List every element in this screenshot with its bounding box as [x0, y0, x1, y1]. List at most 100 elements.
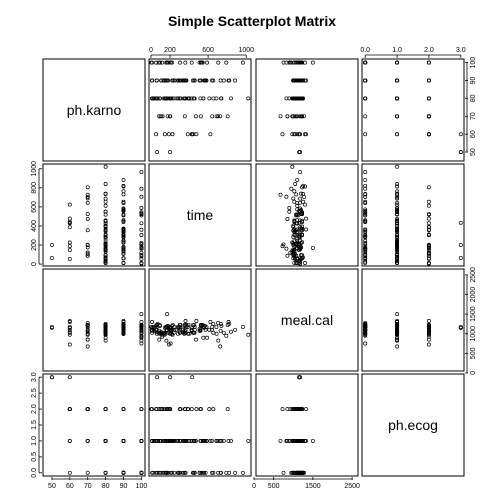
tick-label: 1500 — [470, 306, 477, 322]
data-point — [103, 239, 108, 244]
data-point — [229, 96, 233, 101]
data-point — [294, 213, 299, 218]
data-point — [294, 78, 299, 83]
data-point — [198, 438, 203, 443]
data-point — [224, 60, 229, 65]
tick-label: 50 — [470, 148, 477, 156]
panel-3-1 — [148, 373, 252, 477]
data-point — [85, 245, 90, 250]
data-point — [121, 218, 126, 223]
data-point — [395, 260, 400, 265]
data-point — [103, 228, 108, 233]
panel-1-0 — [42, 163, 146, 267]
data-point — [159, 78, 164, 83]
data-point — [198, 407, 203, 412]
data-point — [278, 192, 283, 197]
data-point — [192, 96, 197, 101]
data-point — [67, 375, 72, 380]
data-point — [150, 320, 154, 324]
data-point — [290, 240, 295, 245]
data-point — [181, 78, 186, 83]
data-point — [225, 322, 230, 327]
data-point — [225, 407, 230, 412]
data-point — [85, 217, 90, 221]
data-point — [426, 78, 431, 83]
data-point — [363, 255, 368, 260]
data-point — [295, 177, 300, 182]
tick-label: 100 — [136, 483, 148, 490]
tick-label: 200 — [164, 47, 176, 54]
data-point — [67, 240, 72, 245]
data-point — [159, 114, 164, 119]
data-point — [176, 331, 180, 336]
data-point — [176, 470, 181, 475]
data-point — [163, 78, 168, 83]
data-point — [395, 330, 400, 335]
data-point — [164, 338, 169, 343]
data-point — [363, 230, 368, 234]
data-point — [298, 218, 303, 223]
data-point — [139, 323, 144, 328]
data-point — [200, 438, 205, 443]
data-point — [103, 196, 108, 201]
data-point — [164, 327, 169, 332]
tick-label: 90 — [120, 483, 128, 490]
data-point — [395, 232, 400, 237]
data-point — [185, 324, 190, 329]
data-point — [151, 438, 156, 443]
data-point — [395, 210, 400, 215]
data-point — [156, 60, 161, 65]
data-point — [287, 96, 292, 101]
data-point — [182, 96, 187, 101]
data-point — [395, 229, 400, 234]
data-point — [458, 325, 463, 330]
tick-label: 2.5 — [31, 388, 38, 398]
data-point — [139, 327, 144, 332]
data-point — [168, 341, 173, 346]
tick-label: 1500 — [305, 483, 321, 490]
data-point — [202, 78, 207, 83]
data-point — [172, 470, 177, 475]
data-point — [294, 192, 299, 197]
data-point — [292, 229, 297, 234]
data-point — [395, 223, 400, 228]
data-point — [246, 96, 251, 101]
data-point — [103, 209, 108, 214]
data-point — [292, 78, 297, 83]
data-point — [293, 256, 298, 261]
data-point — [189, 132, 194, 137]
data-point — [67, 244, 72, 249]
data-point — [302, 114, 307, 119]
data-point — [363, 228, 368, 233]
data-point — [298, 132, 303, 137]
tick-label: 0 — [149, 47, 153, 54]
data-point — [189, 60, 194, 65]
data-point — [168, 331, 173, 336]
data-point — [426, 242, 431, 247]
data-point — [103, 470, 108, 475]
variable-label: ph.karno — [67, 102, 122, 118]
data-point — [225, 114, 230, 119]
data-point — [221, 438, 226, 443]
tick-label: 0.5 — [31, 452, 38, 462]
data-point — [185, 132, 190, 137]
data-point — [281, 242, 286, 247]
data-point — [85, 331, 90, 336]
data-point — [150, 325, 155, 330]
data-point — [363, 194, 368, 199]
data-point — [197, 328, 202, 333]
data-point — [295, 240, 300, 245]
data-point — [103, 218, 108, 223]
panel-1-1 — [148, 163, 252, 267]
data-point — [363, 245, 368, 249]
data-point — [295, 114, 300, 119]
data-point — [166, 470, 170, 475]
data-point — [426, 324, 431, 329]
data-point — [426, 329, 431, 334]
data-point — [287, 206, 292, 210]
data-point — [292, 189, 297, 194]
data-point — [157, 331, 162, 336]
data-point — [221, 78, 226, 83]
data-point — [363, 333, 368, 338]
tick-label: 500 — [268, 483, 280, 490]
